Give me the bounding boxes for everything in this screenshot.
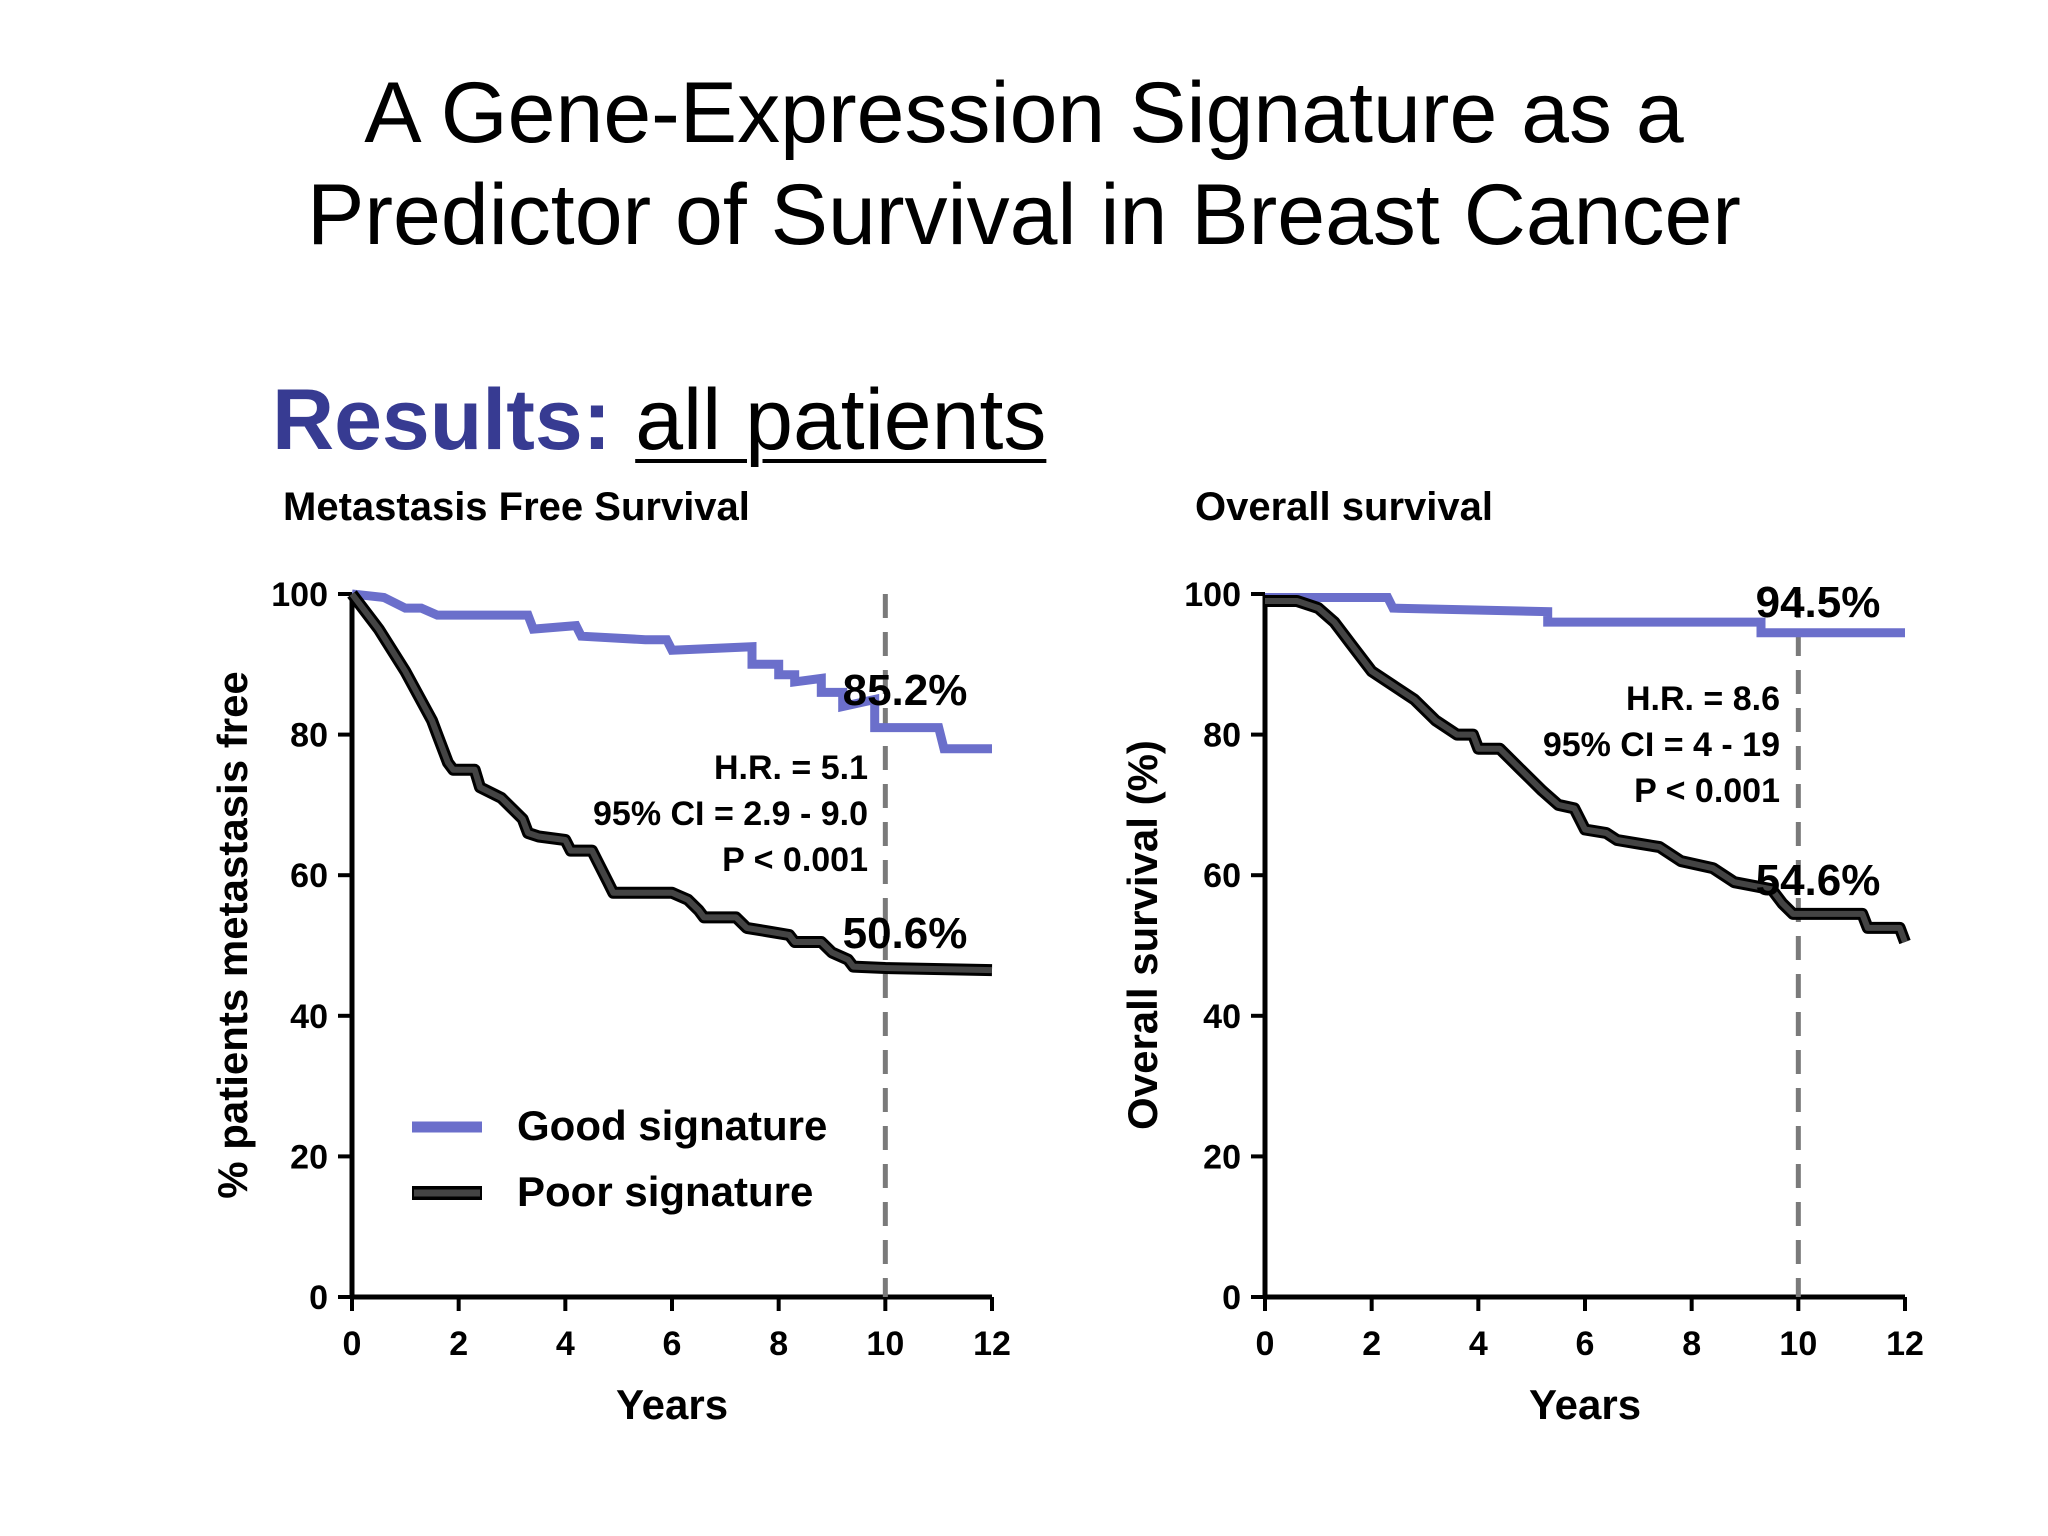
chart-1-series-good-end-label: 85.2% (843, 666, 968, 715)
chart-2-series-poor-line (1265, 598, 1908, 944)
chart-2-y-tick-label: 40 (1203, 998, 1241, 1036)
chart-2-y-tick-label: 80 (1203, 717, 1241, 755)
chart-1-y-tick-label: 0 (309, 1279, 328, 1317)
chart-2-title: Overall survival (1195, 485, 1493, 529)
chart-2-y-tick-label: 100 (1184, 576, 1241, 614)
chart-1-x-tick-label: 8 (769, 1325, 788, 1363)
chart-1-x-tick-label: 6 (663, 1325, 682, 1363)
chart-2-y-tick-label: 20 (1203, 1138, 1241, 1176)
slide-title-line-1: A Gene-Expression Signature as a (364, 65, 1684, 161)
chart-1-y-tick-label: 40 (290, 998, 328, 1036)
chart-2-series-good-end-label: 94.5% (1756, 578, 1881, 627)
chart-1-y-tick-label: 60 (290, 857, 328, 895)
chart-2-stat-line: P < 0.001 (1634, 772, 1780, 810)
chart-2-y-tick-label: 0 (1222, 1279, 1241, 1317)
chart-1-legend-good-label: Good signature (517, 1102, 827, 1149)
chart-1-legend-poor-label: Poor signature (517, 1168, 813, 1215)
chart-1-x-label: Years (616, 1381, 728, 1428)
chart-1-x-tick-label: 12 (973, 1325, 1011, 1363)
chart-1-series-poor-line (349, 592, 993, 974)
chart-1-y-tick-label: 20 (290, 1138, 328, 1176)
chart-1-title: Metastasis Free Survival (283, 485, 750, 529)
chart-1-y-tick-label: 100 (271, 576, 328, 614)
chart-2-y-tick-label: 60 (1203, 857, 1241, 895)
chart-1-x-tick-label: 2 (449, 1325, 468, 1363)
chart-1-y-label: % patients metastasis free (209, 671, 256, 1199)
chart-2-x-tick-label: 2 (1362, 1325, 1381, 1363)
chart-2-x-tick-label: 0 (1256, 1325, 1275, 1363)
chart-1-y-tick-label: 80 (290, 717, 328, 755)
slide-title-line-2: Predictor of Survival in Breast Cancer (307, 167, 1741, 263)
chart-2-x-tick-label: 8 (1682, 1325, 1701, 1363)
chart-2-y-label: Overall survival (%) (1119, 740, 1166, 1130)
chart-2-x-tick-label: 10 (1779, 1325, 1817, 1363)
chart-1-x-tick-label: 4 (556, 1325, 575, 1363)
chart-2-x-tick-label: 12 (1886, 1325, 1924, 1363)
chart-1-stat-line: P < 0.001 (722, 841, 868, 879)
chart-2-x-tick-label: 6 (1576, 1325, 1595, 1363)
chart-2-stat-line: H.R. = 8.6 (1626, 680, 1780, 718)
chart-1-series-good-line (351, 589, 992, 754)
results-heading: Results: all patients (272, 370, 1046, 470)
chart-2-stat-line: 95% CI = 4 - 19 (1543, 726, 1780, 764)
chart-1-stat-line: 95% CI = 2.9 - 9.0 (593, 795, 868, 833)
chart-2-series-poor-end-label: 54.6% (1756, 856, 1881, 905)
chart-1-x-tick-label: 0 (343, 1325, 362, 1363)
chart-2-x-label: Years (1529, 1381, 1641, 1428)
results-label: Results: (272, 372, 612, 468)
chart-1-series-poor-end-label: 50.6% (843, 909, 968, 958)
chart-2-series-good-line (1265, 593, 1905, 638)
chart-2-x-tick-label: 4 (1469, 1325, 1488, 1363)
results-subtitle: all patients (635, 372, 1047, 468)
slide-title: A Gene-Expression Signature as a Predict… (0, 62, 2048, 266)
chart-1-x-tick-label: 10 (866, 1325, 904, 1363)
chart-1-stat-line: H.R. = 5.1 (714, 749, 868, 787)
